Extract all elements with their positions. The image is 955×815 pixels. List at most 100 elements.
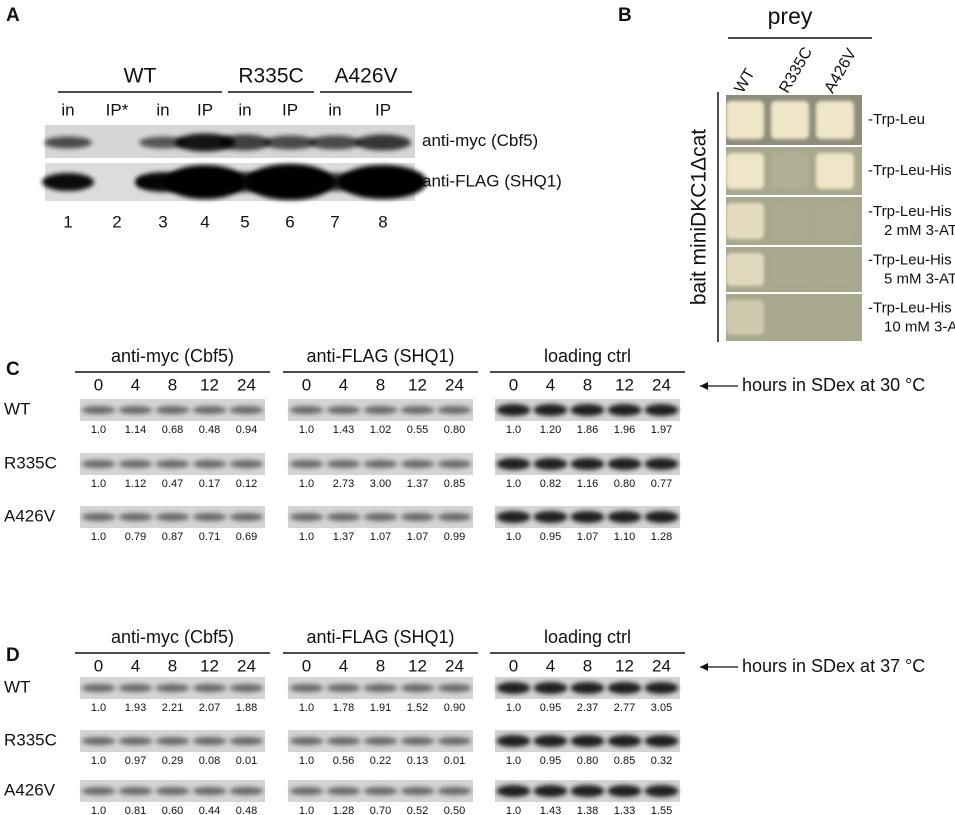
arrow-head [700,663,708,671]
quant-value: 1.0 [506,702,521,714]
band [644,735,679,747]
band [400,684,435,692]
quant-value: 0.94 [236,424,257,436]
timepoint: 24 [652,375,671,394]
quant-value: 2.77 [614,702,635,714]
quant-value: 0.79 [125,531,146,543]
quant-value: 1.91 [370,702,391,714]
quant-value: 1.96 [614,424,635,436]
band [42,173,94,191]
timepoint: 12 [200,375,219,394]
band [139,136,187,149]
lane-label: in [238,100,251,119]
quant-value: 1.28 [333,805,354,815]
colony-patch [771,300,809,335]
band [437,684,472,692]
timepoint: 8 [376,375,385,394]
quant-value: 1.10 [614,531,635,543]
colony-patch [771,153,809,189]
quant-value: 0.17 [199,478,220,490]
quant-value: 0.22 [370,755,391,767]
quant-value: 1.43 [333,424,354,436]
band [264,135,316,150]
panel-label: B [618,5,632,26]
band [355,134,411,151]
lane-number: 8 [378,212,387,231]
quant-value: 1.0 [299,531,314,543]
lane-label: in [328,100,341,119]
axis-label: hours in SDex at 30 °C [742,375,925,395]
band [363,513,398,521]
column-label: A426V [821,46,860,96]
group-label: loading ctrl [544,346,631,366]
band [81,787,116,795]
quant-value: 1.0 [91,755,106,767]
colony-patch [771,253,809,286]
row-label: -Trp-Leu-His [868,203,952,220]
band [44,136,92,149]
band [570,682,605,694]
quant-value: 1.86 [577,424,598,436]
band [155,406,190,414]
band [219,134,271,151]
band [607,785,642,797]
band [289,406,324,414]
band [437,787,472,795]
quant-value: 1.28 [651,531,672,543]
quant-value: 0.68 [162,424,183,436]
quant-value: 0.60 [162,805,183,815]
band [289,684,324,692]
band [289,460,324,468]
quant-value: 1.0 [506,478,521,490]
lane-label: IP [197,100,213,119]
quant-value: 1.43 [540,805,561,815]
quant-value: 1.07 [407,531,428,543]
quant-value: 1.0 [91,805,106,815]
row-label: 5 mM 3-AT [884,270,955,287]
band [607,404,642,416]
band [118,460,153,468]
timepoint: 4 [339,656,348,675]
band [229,787,264,795]
lane-label: IP* [106,100,129,119]
band [81,513,116,521]
timepoint: 12 [408,656,427,675]
quant-value: 1.0 [91,478,106,490]
band [363,737,398,745]
quant-value: 1.97 [651,424,672,436]
timepoint: 4 [131,656,140,675]
timepoint: 0 [302,375,311,394]
quant-value: 1.0 [299,755,314,767]
band [229,684,264,692]
quant-value: 0.71 [199,531,220,543]
quant-value: 1.0 [506,531,521,543]
strain-label: R335C [4,453,57,472]
quant-value: 1.0 [506,805,521,815]
quant-value: 0.77 [651,478,672,490]
strain-label: R335C [4,730,57,749]
quant-value: 1.37 [333,531,354,543]
quant-value: 1.12 [125,478,146,490]
band [533,735,568,747]
band [326,406,361,414]
quant-value: 0.85 [444,478,465,490]
band [326,684,361,692]
quant-value: 0.50 [444,805,465,815]
band [175,133,235,152]
timepoint: 0 [94,656,103,675]
colony-patch [771,203,809,239]
band [400,513,435,521]
quant-value: 0.81 [125,805,146,815]
lane-number: 7 [330,212,339,231]
band [155,684,190,692]
band [533,458,568,470]
band [644,785,679,797]
quant-value: 0.95 [540,531,561,543]
lane-label: IP [282,100,298,119]
quant-value: 0.99 [444,531,465,543]
band [570,511,605,523]
timepoint: 0 [302,656,311,675]
band [363,460,398,468]
timepoint: 12 [615,375,634,394]
band [363,406,398,414]
